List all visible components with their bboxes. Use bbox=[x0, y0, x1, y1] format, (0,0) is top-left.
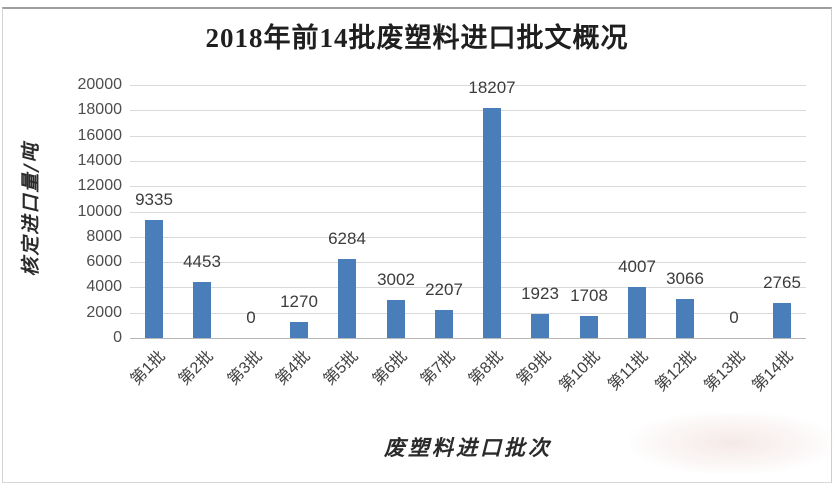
gridline bbox=[130, 237, 806, 238]
bar bbox=[531, 314, 549, 338]
bar-value-label: 4453 bbox=[183, 252, 221, 271]
bar-value-label: 3002 bbox=[377, 270, 415, 289]
y-tick-label: 4000 bbox=[86, 278, 122, 295]
x-tick-label: 第6批 bbox=[369, 347, 411, 389]
y-tick-label: 8000 bbox=[86, 228, 122, 245]
bar-value-label: 6284 bbox=[328, 229, 366, 248]
bar-value-label: 0 bbox=[246, 308, 256, 327]
x-tick-label: 第8批 bbox=[465, 347, 507, 389]
x-tick-label: 第3批 bbox=[224, 347, 266, 389]
x-tick-label: 第11批 bbox=[605, 347, 652, 395]
y-tick-label: 12000 bbox=[77, 177, 123, 194]
gridline bbox=[130, 262, 806, 263]
y-tick-label: 20000 bbox=[77, 76, 123, 93]
y-tick-label: 16000 bbox=[77, 127, 123, 144]
x-tick-label: 第7批 bbox=[417, 347, 459, 389]
gridline bbox=[130, 186, 806, 187]
gridline bbox=[130, 136, 806, 137]
bar-value-label: 0 bbox=[729, 308, 739, 327]
bar bbox=[193, 282, 211, 338]
bar-value-label: 1270 bbox=[280, 292, 318, 311]
y-tick-label: 10000 bbox=[77, 203, 123, 220]
x-tick-label: 第2批 bbox=[175, 347, 217, 389]
bar bbox=[145, 220, 163, 338]
bar bbox=[676, 299, 694, 338]
y-tick-label: 18000 bbox=[77, 101, 123, 118]
x-axis-line bbox=[130, 338, 806, 339]
y-tick-label: 2000 bbox=[86, 304, 122, 321]
chart-outer-border bbox=[2, 7, 832, 483]
bar bbox=[483, 108, 501, 338]
bar bbox=[773, 303, 791, 338]
gridline bbox=[130, 110, 806, 111]
x-tick-label: 第5批 bbox=[320, 347, 362, 389]
x-axis-title: 废塑料进口批次 bbox=[384, 435, 552, 460]
gridline bbox=[130, 85, 806, 86]
bar-value-label: 3066 bbox=[666, 269, 704, 288]
x-tick-label: 第10批 bbox=[556, 347, 604, 395]
bar bbox=[387, 300, 405, 338]
bar-value-label: 4007 bbox=[618, 257, 656, 276]
bar bbox=[628, 287, 646, 338]
bar-value-label: 2765 bbox=[763, 273, 801, 292]
bar-value-label: 2207 bbox=[425, 280, 463, 299]
bar bbox=[435, 310, 453, 338]
bar bbox=[290, 322, 308, 338]
bar bbox=[580, 316, 598, 338]
y-tick-label: 6000 bbox=[86, 253, 122, 270]
x-tick-label: 第13批 bbox=[701, 347, 749, 395]
gridline bbox=[130, 161, 806, 162]
bar-value-label: 1923 bbox=[521, 284, 559, 303]
chart-title: 2018年前14批废塑料进口批文概况 bbox=[205, 23, 629, 53]
watermark-smudge bbox=[630, 412, 834, 474]
bar-value-label: 18207 bbox=[468, 78, 516, 97]
x-tick-label: 第9批 bbox=[513, 347, 555, 389]
y-tick-label: 0 bbox=[113, 329, 122, 346]
gridline bbox=[130, 212, 806, 213]
y-tick-label: 14000 bbox=[77, 152, 123, 169]
y-axis-title: 核定进口量/吨 bbox=[20, 141, 42, 277]
x-tick-label: 第14批 bbox=[749, 347, 797, 395]
bar bbox=[338, 259, 356, 338]
gridline bbox=[130, 287, 806, 288]
bar-value-label: 9335 bbox=[135, 190, 173, 209]
x-tick-label: 第1批 bbox=[127, 347, 169, 389]
bar-value-label: 1708 bbox=[570, 286, 608, 305]
gridline bbox=[130, 313, 806, 314]
x-tick-label: 第12批 bbox=[652, 347, 700, 395]
x-tick-label: 第4批 bbox=[272, 347, 314, 389]
